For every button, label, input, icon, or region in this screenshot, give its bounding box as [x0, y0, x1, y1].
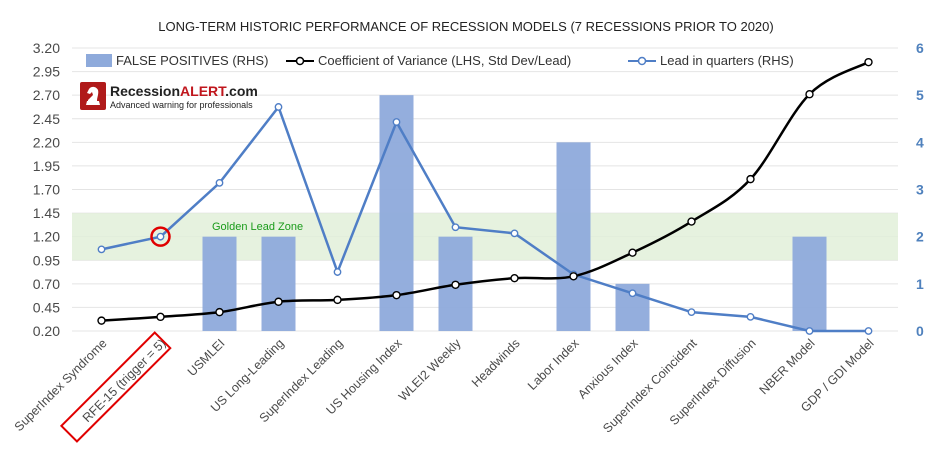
lead-quarters-point [805, 327, 814, 335]
false-positive-bar [792, 236, 827, 331]
left-tick-label: 0.70 [33, 276, 60, 292]
coefficient-point [97, 316, 106, 325]
lead-quarters-point [333, 268, 342, 276]
false-positive-bar [556, 142, 591, 331]
right-tick-label: 3 [916, 182, 924, 198]
legend-marker-coefficient [295, 56, 305, 66]
left-tick-label: 1.45 [33, 205, 60, 221]
coefficient-point [569, 272, 578, 281]
right-tick-label: 0 [916, 323, 924, 339]
lead-quarters-point [628, 289, 637, 298]
coefficient-point [333, 295, 342, 305]
chart-title: LONG-TERM HISTORIC PERFORMANCE OF RECESS… [158, 19, 773, 34]
legend-label-coefficient: Coefficient of Variance (LHS, Std Dev/Le… [318, 53, 571, 68]
legend: FALSE POSITIVES (RHS) Coefficient of Var… [86, 53, 794, 68]
lead-quarters-point [392, 118, 401, 126]
coefficient-point [510, 273, 519, 283]
left-tick-label: 2.20 [33, 134, 60, 150]
recessionalert-logo: RecessionALERT.com Advanced warning for … [80, 82, 258, 110]
knight-shape [86, 86, 100, 105]
logo-tagline: Advanced warning for professionals [110, 100, 253, 110]
highlight-circle [150, 226, 171, 247]
coefficient-point [746, 174, 755, 184]
false-positive-bar [202, 236, 237, 331]
coefficient-point [687, 217, 696, 226]
logo-brand: RecessionALERT.com [110, 83, 258, 99]
left-tick-label: 0.45 [33, 299, 60, 315]
left-tick-label: 2.45 [33, 111, 60, 127]
right-tick-label: 2 [916, 229, 924, 245]
legend-label-lead: Lead in quarters (RHS) [660, 53, 794, 68]
lead-quarters-point [687, 308, 696, 317]
coefficient-point [451, 280, 460, 289]
legend-label-false-positives: FALSE POSITIVES (RHS) [116, 53, 268, 68]
right-tick-label: 1 [916, 276, 924, 292]
golden-lead-zone-band [72, 213, 898, 261]
x-axis-label: Headwinds [469, 336, 523, 390]
right-tick-label: 4 [916, 134, 924, 150]
left-tick-label: 1.95 [33, 158, 60, 174]
left-tick-label: 2.95 [33, 64, 60, 80]
left-tick-label: 0.20 [33, 323, 60, 339]
left-tick-label: 0.95 [33, 252, 60, 268]
x-axis-label: USMLEI [185, 336, 228, 379]
false-positive-bar [261, 236, 296, 331]
coefficient-point [392, 290, 401, 300]
coefficient-point [805, 90, 814, 99]
coefficient-point [864, 57, 873, 67]
lead-quarters-point [274, 103, 283, 111]
lead-quarters-point [451, 223, 460, 232]
left-axis-ticks: 0.20 0.45 0.70 0.95 1.20 1.45 1.70 1.95 2.20 2.45… [33, 40, 60, 339]
right-axis-ticks: 0 1 2 3 4 5 6 [916, 40, 924, 339]
series-lines [97, 57, 873, 335]
lead-quarters-line [101, 104, 869, 333]
right-tick-label: 5 [916, 87, 924, 103]
highlight-label-box [59, 331, 172, 443]
x-axis-label: Anxious Index [575, 336, 641, 402]
left-tick-label: 2.70 [33, 87, 60, 103]
lead-quarters-point [97, 245, 106, 254]
highlight-annotations [59, 226, 172, 443]
golden-lead-zone: Golden Lead Zone [72, 213, 898, 261]
lead-quarters-point [864, 327, 873, 335]
lead-quarters-point [215, 178, 224, 187]
x-axis-label: Labor Index [525, 336, 582, 393]
coefficient-point [628, 248, 637, 257]
x-axis-label: WLEI2 Weekly [396, 336, 464, 404]
left-tick-label: 1.70 [33, 182, 60, 198]
left-tick-label: 1.20 [33, 229, 60, 245]
legend-swatch-false-positives [86, 54, 112, 67]
x-axis-label: NBER Model [757, 336, 818, 397]
coefficient-point [274, 297, 283, 306]
coefficient-point [215, 307, 224, 317]
left-tick-label: 3.20 [33, 40, 60, 56]
lead-quarters-point [510, 229, 519, 238]
highlight-box-rect [59, 331, 172, 443]
legend-marker-lead [637, 56, 647, 66]
right-tick-label: 6 [916, 40, 924, 56]
lead-quarters-point [746, 312, 755, 321]
coefficient-point [156, 312, 165, 322]
lead-quarters-point [156, 232, 165, 241]
golden-lead-zone-label: Golden Lead Zone [212, 221, 303, 233]
